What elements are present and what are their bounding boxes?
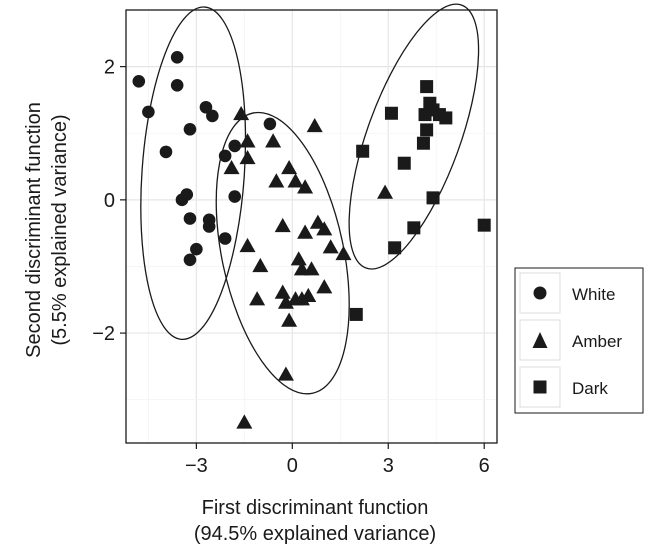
x-axis-title-line2: (94.5% explained variance): [194, 523, 436, 545]
x-axis: −3 0 3 6: [185, 443, 490, 477]
point-amber: [335, 245, 352, 261]
y-axis: −2 0 2: [92, 57, 126, 345]
point-white: [159, 145, 173, 159]
point-dark: [477, 218, 491, 232]
confidence-ellipses: [140, 3, 480, 395]
point-white: [228, 139, 242, 153]
point-amber: [306, 117, 323, 133]
point-white: [190, 242, 203, 256]
legend-triangle-marker: [532, 332, 548, 348]
legend-label-dark: Dark: [572, 379, 608, 398]
point-amber: [316, 221, 333, 236]
point-white: [199, 100, 213, 114]
point-amber: [322, 239, 339, 254]
point-dark: [420, 80, 434, 94]
point-white: [183, 122, 197, 136]
point-amber: [236, 414, 253, 429]
x-tick-label: 6: [479, 455, 490, 477]
data-points: [132, 50, 491, 429]
point-amber: [316, 279, 333, 294]
point-dark: [356, 144, 370, 158]
y-tick-label: 2: [104, 57, 115, 79]
point-amber: [297, 179, 314, 194]
point-dark: [384, 106, 398, 120]
point-dark: [388, 241, 402, 255]
point-dark: [407, 221, 421, 235]
point-amber: [287, 173, 304, 188]
point-amber: [281, 159, 298, 175]
point-white: [175, 193, 189, 207]
plot-panel-border: [125, 9, 498, 444]
legend: White Amber Dark: [514, 267, 644, 414]
point-amber: [297, 224, 314, 239]
point-white: [206, 109, 219, 123]
point-dark: [349, 307, 363, 321]
x-tick-label: −3: [185, 455, 208, 477]
point-amber: [290, 251, 307, 266]
point-white: [170, 50, 184, 64]
ellipse-white: [140, 6, 247, 341]
point-amber: [281, 312, 298, 327]
y-axis-title-line1: Second discriminant function: [23, 102, 45, 358]
point-white: [170, 78, 184, 92]
point-amber: [309, 214, 326, 229]
x-axis-title-line1: First discriminant function: [202, 497, 429, 519]
point-white: [263, 117, 277, 131]
ellipse-amber: [215, 111, 350, 395]
point-amber: [274, 217, 291, 233]
point-amber: [239, 149, 256, 165]
point-dark: [416, 136, 430, 150]
series-amber: [223, 105, 394, 429]
point-white: [183, 212, 197, 225]
point-amber: [265, 133, 282, 148]
point-amber: [274, 284, 291, 299]
x-tick-label: 0: [287, 455, 298, 477]
point-white: [132, 74, 146, 88]
series-dark: [349, 80, 491, 321]
point-white: [218, 149, 232, 163]
point-white: [218, 232, 232, 245]
legend-circle-marker: [533, 286, 547, 300]
point-amber: [239, 237, 256, 253]
point-amber: [377, 184, 394, 199]
point-amber: [233, 105, 250, 121]
point-white: [142, 105, 155, 119]
x-tick-label: 3: [383, 455, 394, 477]
ellipse-dark: [348, 3, 480, 270]
legend-square-marker: [533, 380, 547, 394]
legend-label-amber: Amber: [572, 332, 622, 351]
point-amber: [223, 159, 240, 175]
point-amber: [268, 173, 285, 188]
point-amber: [239, 133, 256, 148]
point-dark: [418, 108, 432, 122]
legend-label-white: White: [572, 285, 615, 304]
point-dark: [397, 156, 411, 170]
y-tick-label: −2: [92, 323, 115, 345]
point-amber: [252, 257, 269, 273]
y-tick-label: 0: [104, 190, 115, 212]
point-amber: [277, 366, 294, 381]
series-white: [132, 50, 277, 267]
point-dark: [426, 191, 440, 205]
point-amber: [249, 291, 266, 306]
point-dark: [439, 111, 453, 125]
point-amber: [300, 287, 317, 303]
y-axis-title-line2: (5.5% explained variance): [49, 114, 71, 345]
point-white: [183, 253, 197, 267]
point-white: [228, 190, 242, 203]
point-white: [202, 220, 216, 233]
point-amber: [303, 261, 320, 276]
point-dark: [420, 123, 434, 137]
